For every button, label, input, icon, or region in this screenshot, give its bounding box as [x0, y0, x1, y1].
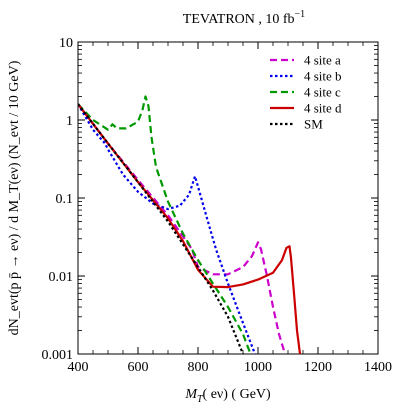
y-tick-label: 1 [66, 114, 73, 129]
chart-title-superscript: −1 [295, 9, 306, 20]
x-tick-label: 600 [128, 360, 149, 375]
y-axis-title: dN_evt(p p̄ → eν) / d M_T(eν) (N_evt / 1… [7, 60, 22, 335]
legend-label-5: SM [304, 117, 323, 132]
chart-title: TEVATRON , 10 fb−1 [183, 9, 305, 27]
series-line-4 [78, 103, 302, 354]
series-line-1 [78, 103, 287, 354]
series-line-5 [78, 103, 245, 354]
y-tick-label: 0.01 [49, 270, 74, 285]
x-tick-label: 1400 [364, 360, 392, 375]
series-line-3 [78, 95, 252, 354]
legend-label-2: 4 site b [304, 69, 342, 84]
legend-label-3: 4 site c [304, 85, 341, 100]
x-axis-title: MT( eν) ( GeV) [184, 387, 271, 405]
x-tick-label: 1000 [244, 360, 272, 375]
x-tick-label: 400 [68, 360, 89, 375]
x-tick-label: 800 [188, 360, 209, 375]
x-axis-ticks: 400 600 800 1000 1200 1400 [68, 42, 392, 375]
series-line-2 [78, 103, 257, 354]
y-axis-ticks: 0.001 0.01 0.1 1 10 [42, 36, 378, 363]
legend: 4 site a4 site b4 site c4 site dSM [270, 53, 342, 132]
legend-label-4: 4 site d [304, 101, 342, 116]
x-tick-label: 1200 [304, 360, 332, 375]
series-layer [78, 95, 302, 354]
legend-label-1: 4 site a [304, 53, 341, 68]
y-tick-label: 0.001 [42, 348, 74, 363]
y-tick-label: 10 [59, 36, 73, 51]
y-tick-label: 0.1 [56, 192, 74, 207]
